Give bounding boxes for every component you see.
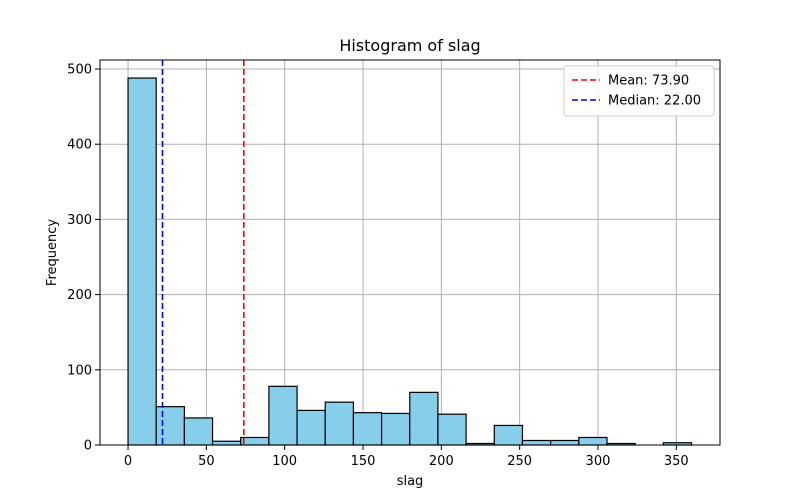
legend: Mean: 73.90 Median: 22.00 — [563, 65, 715, 117]
histogram-bar — [578, 436, 608, 446]
histogram-bar — [437, 413, 467, 446]
x-tick-label: 0 — [124, 454, 132, 469]
chart-title: Histogram of slag — [339, 36, 480, 55]
y-tick-label: 300 — [67, 213, 92, 228]
x-tick-label: 250 — [507, 454, 532, 469]
histogram-bars — [127, 77, 693, 446]
histogram-bar — [240, 436, 270, 446]
y-tick-label: 500 — [67, 63, 92, 78]
legend-entry-label: Mean: 73.90 — [608, 74, 689, 89]
reference-lines — [161, 60, 245, 445]
x-tick-label: 200 — [429, 454, 454, 469]
x-tick-label: 150 — [351, 454, 376, 469]
histogram-bar — [409, 391, 439, 446]
legend-box — [563, 65, 715, 117]
plot-area-frame — [99, 59, 721, 446]
histogram-bar — [521, 439, 552, 446]
y-axis-label: Frequency — [45, 219, 60, 286]
y-tick-label: 400 — [67, 138, 92, 153]
legend-entry-label: Median: 22.00 — [608, 94, 701, 109]
histogram-bar — [324, 401, 355, 446]
histogram-bar — [183, 417, 214, 446]
x-tick-label: 300 — [586, 454, 611, 469]
histogram-bar — [155, 406, 185, 446]
histogram-bar — [211, 440, 242, 446]
x-tick-label: 100 — [272, 454, 297, 469]
x-axis-label: slag — [397, 474, 424, 489]
x-tick-label: 350 — [664, 454, 689, 469]
y-tick-label: 0 — [84, 439, 92, 454]
x-tick-label: 50 — [198, 454, 215, 469]
histogram-bar — [296, 409, 326, 446]
histogram-bar — [493, 424, 524, 446]
axis-ticks: 0 50 100 150 200 250 300 350 0 100 200 300 400 500 — [67, 63, 689, 469]
y-tick-label: 200 — [67, 288, 92, 303]
y-tick-label: 100 — [67, 363, 92, 378]
histogram-bar — [550, 439, 580, 446]
histogram-bar — [380, 412, 411, 446]
histogram-bar — [127, 77, 157, 446]
histogram-bar — [268, 385, 298, 446]
histogram-bar — [352, 412, 383, 446]
